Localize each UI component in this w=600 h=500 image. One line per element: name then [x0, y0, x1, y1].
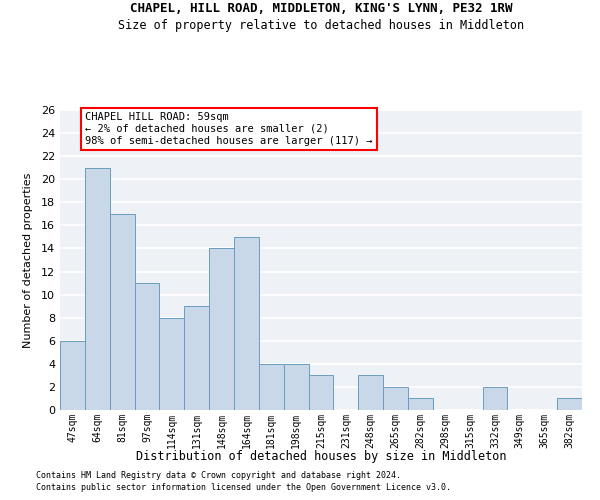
Bar [284, 364, 308, 410]
Bar [482, 387, 508, 410]
Bar [110, 214, 134, 410]
Bar [557, 398, 582, 410]
Bar [85, 168, 110, 410]
Bar [160, 318, 184, 410]
Y-axis label: Number of detached properties: Number of detached properties [23, 172, 32, 348]
Text: CHAPEL HILL ROAD: 59sqm
← 2% of detached houses are smaller (2)
98% of semi-deta: CHAPEL HILL ROAD: 59sqm ← 2% of detached… [85, 112, 373, 146]
Bar [259, 364, 284, 410]
Bar [308, 376, 334, 410]
Text: Distribution of detached houses by size in Middleton: Distribution of detached houses by size … [136, 450, 506, 463]
Bar [134, 283, 160, 410]
Text: CHAPEL, HILL ROAD, MIDDLETON, KING'S LYNN, PE32 1RW: CHAPEL, HILL ROAD, MIDDLETON, KING'S LYN… [130, 2, 512, 16]
Bar [209, 248, 234, 410]
Bar [383, 387, 408, 410]
Bar [60, 341, 85, 410]
Bar [184, 306, 209, 410]
Bar [234, 237, 259, 410]
Bar [358, 376, 383, 410]
Text: Contains public sector information licensed under the Open Government Licence v3: Contains public sector information licen… [36, 484, 451, 492]
Text: Contains HM Land Registry data © Crown copyright and database right 2024.: Contains HM Land Registry data © Crown c… [36, 471, 401, 480]
Text: Size of property relative to detached houses in Middleton: Size of property relative to detached ho… [118, 19, 524, 32]
Bar [408, 398, 433, 410]
